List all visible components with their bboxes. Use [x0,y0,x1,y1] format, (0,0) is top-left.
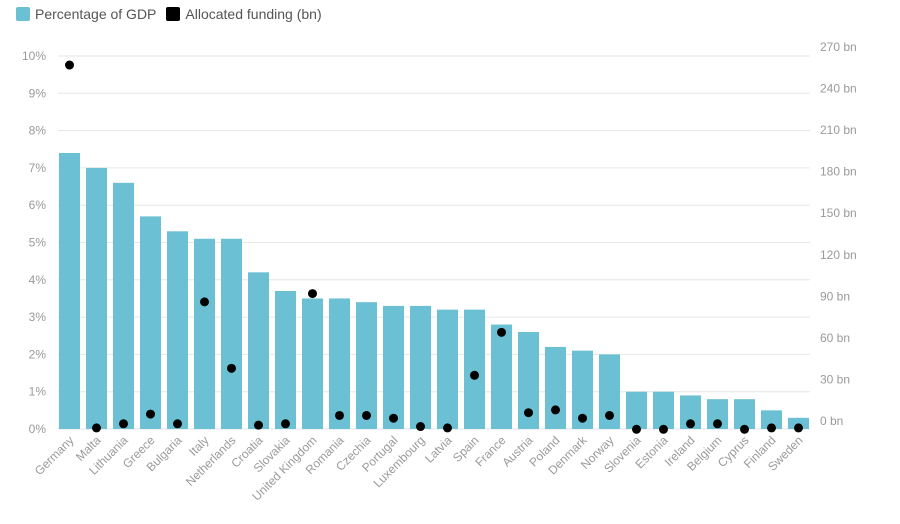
y-left-tick-label: 1% [29,385,47,399]
dot [794,423,803,433]
bar [599,354,620,429]
bar [329,298,350,429]
y-right-tick-label: 0 bn [820,414,843,428]
y-left-tick-label: 2% [29,347,47,361]
dot [686,419,695,429]
bar [491,324,512,429]
dot [92,423,101,433]
legend-swatch-funding [166,7,181,21]
dot [119,419,128,429]
dot [443,423,452,433]
y-right-tick-label: 30 bn [820,372,850,386]
legend-swatch-gdp [16,7,30,21]
dot [389,413,398,423]
y-left-tick-label: 6% [29,198,47,212]
bar [410,305,431,429]
dot [551,405,560,415]
bar [356,302,377,429]
bar [788,417,809,429]
bar [761,410,782,429]
y-left-tick-label: 10% [22,49,46,63]
y-right-tick-label: 180 bn [820,165,857,179]
bar [518,332,539,429]
dot [254,420,263,430]
bar [275,290,296,429]
dot [416,422,425,432]
bar [59,152,80,430]
bar [86,167,107,429]
x-tick-label: Germany [32,433,77,478]
legend-item-funding[interactable]: Allocated funding (bn) [166,6,322,22]
y-right-tick-label: 270 bn [820,40,857,54]
dot [605,410,614,420]
dot [362,410,371,420]
bar [221,238,242,429]
legend-label-gdp: Percentage of GDP [35,6,157,22]
bar [734,399,755,429]
dot [740,424,749,434]
bar [680,395,701,429]
bar [626,391,647,429]
bar [545,346,566,429]
dot [65,60,74,70]
dot [659,424,668,434]
y-left-tick-label: 9% [29,86,47,100]
dot [578,413,587,423]
y-right-tick-label: 240 bn [820,82,857,96]
x-tick-label: Latvia [422,433,455,466]
dot [713,419,722,429]
bar [302,298,323,429]
bar [194,238,215,429]
y-left-tick-label: 7% [29,161,47,175]
dot [308,289,317,299]
legend-label-funding: Allocated funding (bn) [185,6,322,22]
dot [632,424,641,434]
dot [173,419,182,429]
bar [464,309,485,429]
bar [248,272,269,429]
dot [524,408,533,418]
y-right-tick-label: 120 bn [820,248,857,262]
legend: Percentage of GDP Allocated funding (bn) [16,4,322,24]
bar [707,399,728,429]
bar [113,182,134,429]
bar [383,305,404,429]
dot [497,327,506,337]
legend-item-gdp[interactable]: Percentage of GDP [16,6,156,22]
bar [437,309,458,429]
bar [653,391,674,429]
y-left-tick-label: 4% [29,273,47,287]
dot [146,409,155,419]
y-left-tick-label: 3% [29,310,47,324]
dot [470,370,479,380]
y-right-tick-label: 90 bn [820,289,850,303]
dot [281,419,290,429]
y-right-tick-label: 210 bn [820,123,857,137]
dot [200,297,209,307]
bar [572,350,593,429]
y-right-tick-label: 150 bn [820,206,857,220]
bar [167,231,188,429]
y-left-tick-label: 0% [29,422,47,436]
y-right-tick-label: 60 bn [820,331,850,345]
dot [767,423,776,433]
bar [140,216,161,429]
y-left-tick-label: 8% [29,124,47,138]
dot [227,363,236,373]
y-left-tick-label: 5% [29,236,47,250]
dot [335,410,344,420]
